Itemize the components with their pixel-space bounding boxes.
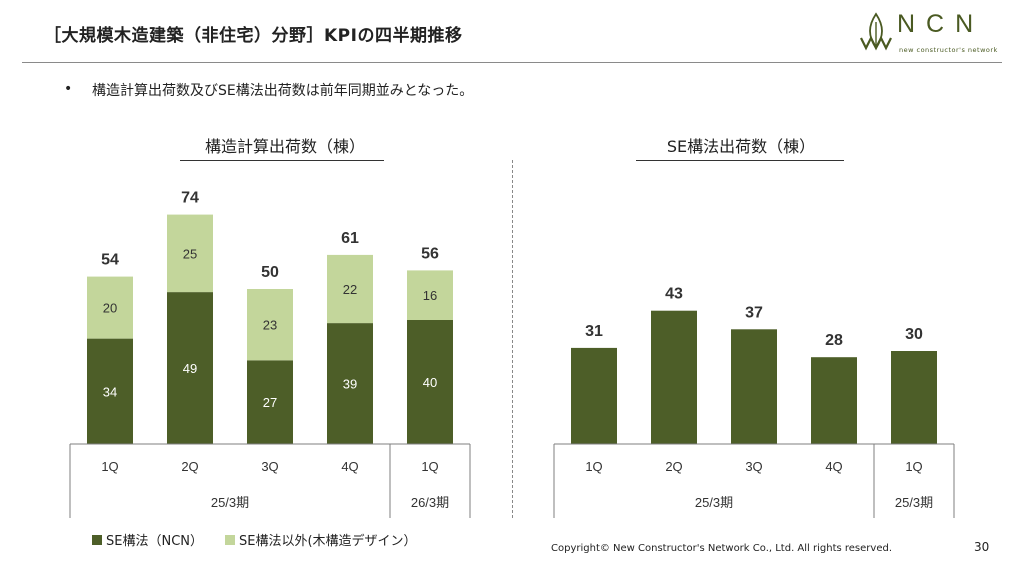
legend-item-other: SE構法以外(木構造デザイン） bbox=[225, 530, 417, 549]
chart1-data-label-s1-2: 49 bbox=[183, 361, 197, 376]
ncn-logo-icon bbox=[860, 12, 892, 51]
legend: SE構法（NCN） SE構法以外(木構造デザイン） bbox=[92, 530, 439, 549]
chart2-tick-label-1: 1Q bbox=[585, 459, 602, 474]
copyright: Copyright© New Constructor's Network Co.… bbox=[551, 543, 893, 554]
chart1-bar-s1-3 bbox=[247, 360, 293, 444]
chart1-tick-label-3: 3Q bbox=[261, 459, 278, 474]
chart1-bar-s2-1 bbox=[87, 276, 133, 339]
page-title: ［大規模木造建築（非住宅）分野］KPIの四半期推移 bbox=[44, 26, 463, 46]
chart1-bar-s1-5 bbox=[407, 320, 453, 444]
chart1-data-label-s1-5: 40 bbox=[423, 375, 437, 390]
chart2-total-label-1: 31 bbox=[585, 323, 603, 340]
chart2-title-underline bbox=[636, 160, 844, 161]
chart1-data-label-s2-4: 22 bbox=[343, 282, 357, 297]
chart2-bar-s1-5 bbox=[891, 351, 937, 444]
chart1-bar-s1-4 bbox=[327, 323, 373, 444]
chart2-title: SE構法出荷数（棟） bbox=[666, 137, 816, 156]
chart1-data-label-s1-3: 27 bbox=[263, 395, 277, 410]
chart1-data-label-s1-1: 34 bbox=[103, 384, 117, 399]
chart2-total-label-2: 43 bbox=[665, 286, 683, 303]
title-divider bbox=[22, 62, 1002, 63]
chart1-data-label-s2-2: 25 bbox=[183, 246, 197, 261]
chart1-tick-label-2: 2Q bbox=[181, 459, 198, 474]
chart2-total-label-4: 28 bbox=[825, 332, 843, 349]
chart1-bar-s1-1 bbox=[87, 338, 133, 444]
chart1-tick-label-5: 1Q bbox=[421, 459, 438, 474]
legend-swatch-light bbox=[225, 534, 235, 545]
chart2-bar-s1-4 bbox=[811, 357, 857, 444]
logo-text: NCN bbox=[897, 10, 985, 38]
chart2-total-label-3: 37 bbox=[745, 304, 763, 321]
chart2-group-label-2: 25/3期 bbox=[895, 495, 933, 510]
chart1-total-label-5: 56 bbox=[421, 245, 439, 262]
chart1-bar-s2-2 bbox=[167, 214, 213, 293]
chart2-tick-label-4: 4Q bbox=[825, 459, 842, 474]
summary-bullet: 構造計算出荷数及びSE構法出荷数は前年同期並みとなった。 bbox=[92, 83, 474, 99]
chart2-bar-s1-3 bbox=[731, 329, 777, 444]
chart1-bar-s2-5 bbox=[407, 270, 453, 320]
chart1-total-label-2: 74 bbox=[181, 190, 199, 207]
chart1-data-label-s1-4: 39 bbox=[343, 377, 357, 392]
chart1-bar-s2-4 bbox=[327, 254, 373, 324]
chart1-total-label-3: 50 bbox=[261, 264, 279, 281]
legend-label-se: SE構法（NCN） bbox=[106, 534, 203, 549]
chart2-tick-label-2: 2Q bbox=[665, 459, 682, 474]
chart1-tick-label-1: 1Q bbox=[101, 459, 118, 474]
chart1-data-label-s2-5: 16 bbox=[423, 288, 437, 303]
chart2-tick-label-3: 3Q bbox=[745, 459, 762, 474]
chart1-data-label-s2-1: 20 bbox=[103, 301, 117, 316]
chart1-bar-s2-3 bbox=[247, 289, 293, 361]
chart1-total-label-1: 54 bbox=[101, 252, 119, 269]
page-number: 30 bbox=[974, 540, 990, 554]
chart1-title-underline bbox=[180, 160, 384, 161]
chart2-group-label-1: 25/3期 bbox=[695, 495, 733, 510]
chart-divider bbox=[512, 160, 513, 518]
chart2-tick-label-5: 1Q bbox=[905, 459, 922, 474]
bullet-marker: • bbox=[64, 81, 73, 97]
legend-label-other: SE構法以外(木構造デザイン） bbox=[239, 534, 417, 549]
legend-item-se: SE構法（NCN） bbox=[92, 530, 203, 549]
chart2-total-label-5: 30 bbox=[905, 326, 923, 343]
chart1-total-label-4: 61 bbox=[341, 230, 359, 247]
chart1-tick-label-4: 4Q bbox=[341, 459, 358, 474]
logo-subtitle: new constructor's network bbox=[899, 46, 998, 54]
chart1-data-label-s2-3: 23 bbox=[263, 318, 277, 333]
chart2-bar-s1-2 bbox=[651, 310, 697, 444]
chart1-title: 構造計算出荷数（棟） bbox=[204, 137, 365, 156]
chart1-bar-s1-2 bbox=[167, 292, 213, 444]
chart1-group-label-1: 25/3期 bbox=[211, 495, 249, 510]
chart1-group-label-2: 26/3期 bbox=[411, 495, 449, 510]
chart2-bar-s1-1 bbox=[571, 347, 617, 444]
legend-swatch-dark bbox=[92, 534, 102, 545]
